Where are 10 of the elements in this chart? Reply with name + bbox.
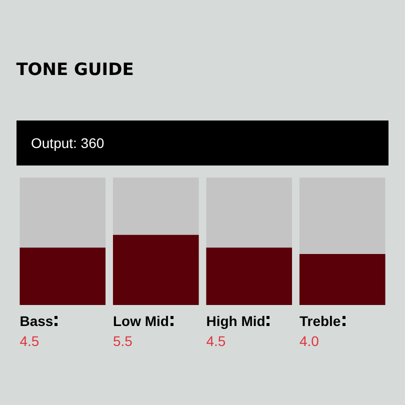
data-label: 5.5 — [112, 333, 132, 349]
x-tick-label: Low Mid — [112, 313, 170, 329]
x-tick-label: High Mid — [206, 313, 266, 329]
data-label: 4.5 — [206, 333, 226, 349]
text: Output: 360 — [31, 135, 104, 151]
chart-title: TONE GUIDE — [16, 60, 134, 80]
data-label: 4.0 — [299, 333, 319, 349]
x-tick-label: Bass — [20, 313, 54, 329]
x-tick-label: Treble — [299, 313, 342, 329]
data-label: 4.5 — [20, 333, 40, 349]
